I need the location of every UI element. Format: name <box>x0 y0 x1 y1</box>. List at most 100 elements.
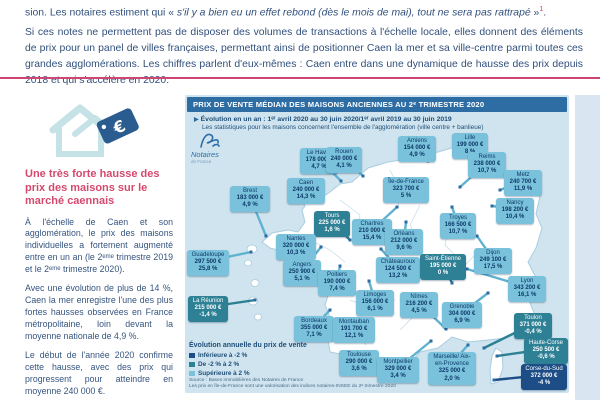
city-name: Angers <box>292 262 312 268</box>
sidebar: € Une très forte hausse des prix des mai… <box>25 98 173 398</box>
city-label-metz: Metz 240 700 €11,9 % <box>504 170 542 196</box>
city-label-la-re-union: La Réunion 215 000 € -1,4 % <box>188 296 228 322</box>
sidebar-heading: Une très forte hausse des prix des maiso… <box>25 168 160 207</box>
city-label-montpellier: Montpellier 329 000 €3,4 % <box>377 357 419 383</box>
city-name: Montauban <box>338 319 370 325</box>
sidebar-paragraph-2: Avec une évolution de plus de 14 %, Caen… <box>25 283 173 341</box>
city-label-bordeaux: Bordeaux 355 000 €7,1 % <box>294 316 334 342</box>
legend-swatch-mid <box>189 362 195 367</box>
city-price: 355 000 € <box>300 325 328 332</box>
city-name: Reims <box>478 154 496 160</box>
city-price: 212 000 € <box>390 238 418 245</box>
city-evolution: 7,1 % <box>306 332 322 339</box>
city-price: 210 000 € <box>358 228 386 235</box>
city-price: 325 000 € <box>438 368 466 375</box>
city-evolution: 15,4 % <box>362 235 382 242</box>
legend-label: De -2 % à 2 % <box>198 361 240 368</box>
city-name: Nancy <box>506 200 524 206</box>
city-price: 250 500 € <box>532 347 560 354</box>
city-label-saint-e-tienne: Saint-Étienne 195 000 €0 % <box>420 254 466 280</box>
legend-label: Inférieure à -2 % <box>198 352 248 359</box>
map-subtitle-line1: ▶ Évolution en un an : 1ᵉʳ avril 2020 au … <box>194 116 452 123</box>
source-line-1: Source : Bases immobilières des Notaires… <box>189 378 304 383</box>
city-evolution: 4,1 % <box>336 163 352 170</box>
city-evolution: 10,4 % <box>505 214 525 221</box>
city-name: Montpellier <box>383 359 413 365</box>
city-price: 329 000 € <box>384 366 412 373</box>
footnote-marker: 1 <box>539 6 544 13</box>
city-price: 250 900 € <box>288 269 316 276</box>
city-label-toulouse: Toulouse 290 000 €3,6 % <box>339 350 379 376</box>
sidebar-paragraph-3: Le début de l'année 2020 confirme cette … <box>25 350 173 396</box>
map-source-note: Source : Bases immobilières des Notaires… <box>189 378 519 390</box>
city-name: Brest <box>242 188 257 194</box>
city-evolution: 3,6 % <box>351 366 367 373</box>
city-evolution: 14,3 % <box>296 194 316 201</box>
city-evolution: -0,6 % <box>537 354 555 361</box>
map-legend: Évolution annuelle du prix de vente Infé… <box>189 342 364 378</box>
city-name: Orléans <box>393 231 415 237</box>
notaires-logo-glyph <box>200 133 220 148</box>
intro-quote-italic: s'il y a bien eu un effet rebond (dès le… <box>176 7 531 19</box>
city-label-montauban: Montauban 191 700 €12,1 % <box>333 317 375 343</box>
city-evolution: 11,9 % <box>513 186 533 193</box>
map-subtitle: ▶ Évolution en un an : 1ᵉʳ avril 2020 au … <box>194 116 554 131</box>
city-evolution: 7,4 % <box>329 286 345 293</box>
city-label-angers: Angers 250 900 €5,1 % <box>283 260 321 286</box>
city-evolution: 0 % <box>437 270 449 277</box>
intro-text: sion. Les notaires estiment qui « s'il y… <box>25 2 583 92</box>
city-price: 190 000 € <box>323 279 351 286</box>
city-name: Haute-Corse <box>528 340 563 346</box>
city-evolution: 10,7 % <box>477 168 497 175</box>
city-name: Lille <box>464 135 476 141</box>
city-price: 198 200 € <box>501 207 529 214</box>
city-name: Corse-du-Sud <box>525 366 563 372</box>
city-name: Guadeloupe <box>191 252 225 258</box>
city-price: 225 000 € <box>318 220 346 227</box>
city-label-cha-teauroux: Châteauroux 124 500 €13,2 % <box>376 257 420 283</box>
map-title-bar: PRIX DE VENTE MÉDIAN DES MAISONS ANCIENN… <box>187 97 567 112</box>
arrow-bullet-icon: ▶ <box>194 117 199 123</box>
city-price: 297 500 € <box>194 259 222 266</box>
city-label-rouen: Rouen 240 000 €4,1 % <box>326 147 362 173</box>
city-evolution: 5,1 % <box>294 276 310 283</box>
city-label-haute-corse: Haute-Corse 250 500 € -0,6 % <box>524 338 568 364</box>
legend-swatch-down <box>189 353 195 358</box>
city-evolution: 10,7 % <box>448 229 468 236</box>
city-label-grenoble: Grenoble 304 000 €6,9 % <box>442 302 482 328</box>
city-label-guadeloupe: Guadeloupe 297 500 €25,8 % <box>187 250 229 276</box>
city-label-limoges: Limoges 156 000 €6,1 % <box>356 290 394 316</box>
city-evolution: 1,6 % <box>324 227 340 234</box>
city-label-toulon: Toulon 371 000 € -0,4 % <box>514 313 552 339</box>
city-evolution: 12,1 % <box>344 333 364 340</box>
city-price: 240 000 € <box>292 187 320 194</box>
city-name: Toulon <box>524 315 542 321</box>
city-name: Dijon <box>486 250 500 256</box>
city-label-troyes: Troyes 166 500 €10,7 % <box>440 213 476 239</box>
city-price: 249 100 € <box>479 257 507 264</box>
city-label-nancy: Nancy 198 200 €10,4 % <box>496 198 534 224</box>
city-name: La Réunion <box>192 298 224 304</box>
city-label-dijon: Dijon 249 100 €17,5 % <box>474 248 512 274</box>
city-label-marseille-aix-en-provence: Marseille/ Aix-en-Provence 325 000 €2,0 % <box>428 352 476 385</box>
city-price: 183 000 € <box>236 195 264 202</box>
notaires-logo-subtext: de France <box>191 159 212 164</box>
page-right-margin-band <box>575 95 600 400</box>
city-name: Marseille/ Aix-en-Provence <box>433 354 471 368</box>
city-label-nantes: Nantes 320 000 €10,3 % <box>276 234 316 260</box>
city-name: Île-de-France <box>388 179 424 185</box>
city-name: Chartres <box>360 221 384 227</box>
city-evolution: 4,9 % <box>242 202 258 209</box>
city-evolution: 6,9 % <box>454 318 470 325</box>
city-label-corse-du-sud: Corse-du-Sud 372 000 € -4 % <box>521 364 567 390</box>
city-price: 215 000 € <box>194 305 222 312</box>
legend-label: Supérieure à 2 % <box>198 370 250 377</box>
city-evolution: -4 % <box>537 380 551 387</box>
city-name: Limoges <box>363 292 387 298</box>
city-price: 166 500 € <box>444 222 472 229</box>
city-name: Poitiers <box>326 272 347 278</box>
city-evolution: 13,2 % <box>388 273 408 280</box>
city-label-poitiers: Poitiers 190 000 €7,4 % <box>318 270 356 296</box>
city-price: 178 000 € <box>305 157 333 164</box>
city-price: 191 700 € <box>340 326 368 333</box>
